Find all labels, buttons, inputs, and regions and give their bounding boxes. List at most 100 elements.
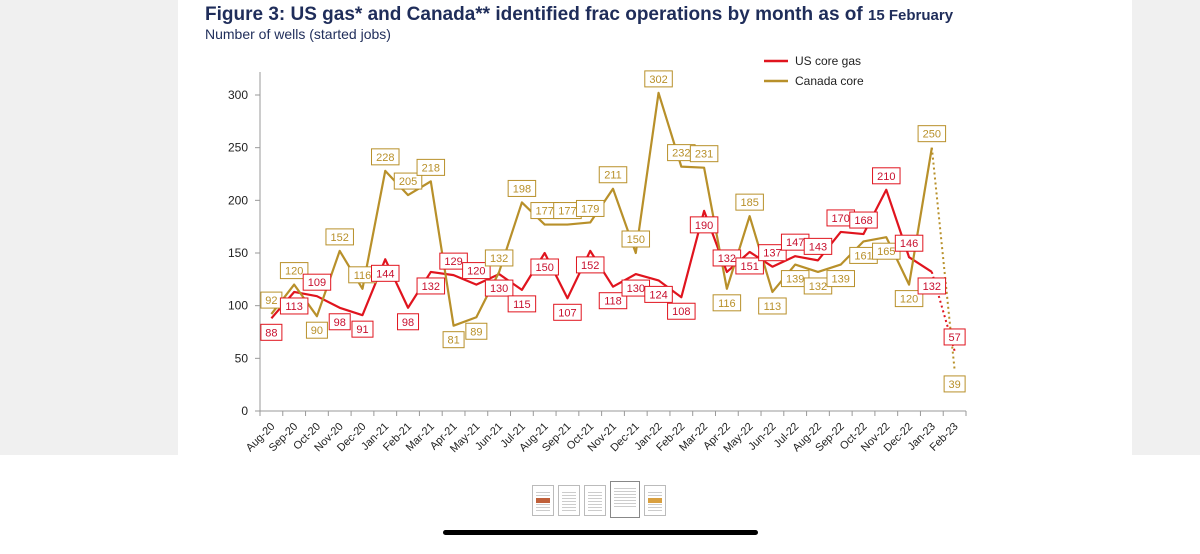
thumb-text-line <box>562 507 576 508</box>
canada-value-label: 113 <box>758 297 787 315</box>
thumb-text-line <box>648 495 662 496</box>
label-box <box>644 285 673 303</box>
label-text: 107 <box>558 307 576 319</box>
us-value-label: 118 <box>598 292 628 310</box>
canada-value-label: 81 <box>442 331 465 349</box>
page-3-thumb[interactable] <box>584 485 606 516</box>
label-text: 98 <box>334 317 346 329</box>
thumb-text-line <box>614 500 636 501</box>
label-text: 179 <box>581 203 599 215</box>
canada-value-label: 231 <box>689 145 719 163</box>
home-indicator[interactable] <box>443 530 758 535</box>
canada-value-label: 250 <box>917 125 947 143</box>
canada-value-label: 177 <box>530 202 559 220</box>
label-text: 116 <box>354 270 372 282</box>
label-box <box>465 322 488 340</box>
label-text: 211 <box>604 170 622 182</box>
y-tick-label: 100 <box>228 299 248 313</box>
right-margin <box>1132 0 1200 455</box>
canada-value-label: 90 <box>305 321 328 339</box>
us-value-label: 108 <box>667 302 696 320</box>
label-text: 232 <box>672 148 690 160</box>
label-box <box>553 303 582 321</box>
us-value-label: 113 <box>279 297 309 315</box>
us-value-label: 210 <box>872 167 901 185</box>
label-box <box>397 313 420 331</box>
thumb-text-line <box>614 506 636 507</box>
us-value-label: 115 <box>507 295 537 313</box>
label-text: 132 <box>923 281 941 293</box>
label-box <box>689 216 719 234</box>
label-text: 109 <box>308 277 326 289</box>
page-5-thumb[interactable] <box>644 485 666 516</box>
label-text: 132 <box>809 281 827 293</box>
label-text: 165 <box>877 246 895 258</box>
label-box <box>260 323 283 341</box>
page-1-thumb[interactable] <box>532 485 554 516</box>
label-box <box>416 277 446 295</box>
label-text: 218 <box>422 162 440 174</box>
page-4-thumb[interactable] <box>610 481 640 518</box>
label-text: 108 <box>672 306 690 318</box>
thumb-figure <box>536 498 550 503</box>
label-box <box>371 148 400 166</box>
label-box <box>758 244 787 262</box>
thumb-text-line <box>614 503 636 504</box>
label-box <box>439 252 468 270</box>
thumb-figure <box>648 498 662 503</box>
canada-value-label: 161 <box>849 246 878 264</box>
thumb-text-line <box>562 495 576 496</box>
figure-title-date: 15 February <box>868 7 954 24</box>
label-text: 137 <box>763 248 781 260</box>
label-text: 124 <box>649 289 667 301</box>
canada-value-label: 232 <box>667 144 696 162</box>
legend-us-label: US core gas <box>795 54 861 68</box>
label-text: 146 <box>900 238 918 250</box>
label-box <box>943 328 966 346</box>
label-box <box>621 230 651 248</box>
frac-chart: 0 50 100 150 200 250 300 Aug-20Sep-20Oct-20Nov… <box>228 54 967 455</box>
canada-value-label: 302 <box>644 70 673 88</box>
label-box <box>484 279 514 297</box>
thumb-text-line <box>536 507 550 508</box>
thumb-text-line <box>648 510 662 511</box>
us-value-label: 124 <box>644 285 673 303</box>
us-value-label: 146 <box>894 234 924 252</box>
us-value-label: 170 <box>826 209 855 227</box>
figure-subtitle: Number of wells (started jobs) <box>205 26 391 42</box>
label-text: 250 <box>923 129 941 141</box>
label-text: 113 <box>285 301 303 313</box>
label-text: 92 <box>265 295 277 307</box>
label-box <box>712 294 742 312</box>
label-box <box>351 320 374 338</box>
label-text: 139 <box>786 274 804 286</box>
legend-canada-label: Canada core <box>795 74 864 88</box>
label-box <box>849 211 878 229</box>
us-value-label: 109 <box>302 273 332 291</box>
canada-value-label: 116 <box>348 266 377 284</box>
y-tick-label: 50 <box>235 351 249 365</box>
label-text: 115 <box>513 299 531 311</box>
thumb-text-line <box>536 504 550 505</box>
label-text: 228 <box>376 152 394 164</box>
thumb-text-line <box>588 507 602 508</box>
x-ticks: Aug-20Sep-20Oct-20Nov-20Dec-20Jan-21Feb-… <box>244 411 967 455</box>
series-lines <box>270 91 956 371</box>
label-box <box>325 228 354 246</box>
label-box <box>872 167 901 185</box>
figure-title: Figure 3: US gas* and Canada** identifie… <box>205 4 953 26</box>
label-text: 150 <box>627 234 645 246</box>
page-2-thumb[interactable] <box>558 485 580 516</box>
canada-value-label: 179 <box>575 199 605 217</box>
canada-value-label: 116 <box>712 294 742 312</box>
label-text: 152 <box>581 260 599 272</box>
label-text: 152 <box>331 232 349 244</box>
label-box <box>667 302 696 320</box>
label-text: 168 <box>854 215 872 227</box>
label-text: 57 <box>948 332 960 344</box>
label-text: 205 <box>399 176 417 188</box>
thumb-text-line <box>588 498 602 499</box>
us-value-label: 190 <box>689 216 719 234</box>
label-box <box>758 297 787 315</box>
canada-value-label: 139 <box>826 270 855 288</box>
